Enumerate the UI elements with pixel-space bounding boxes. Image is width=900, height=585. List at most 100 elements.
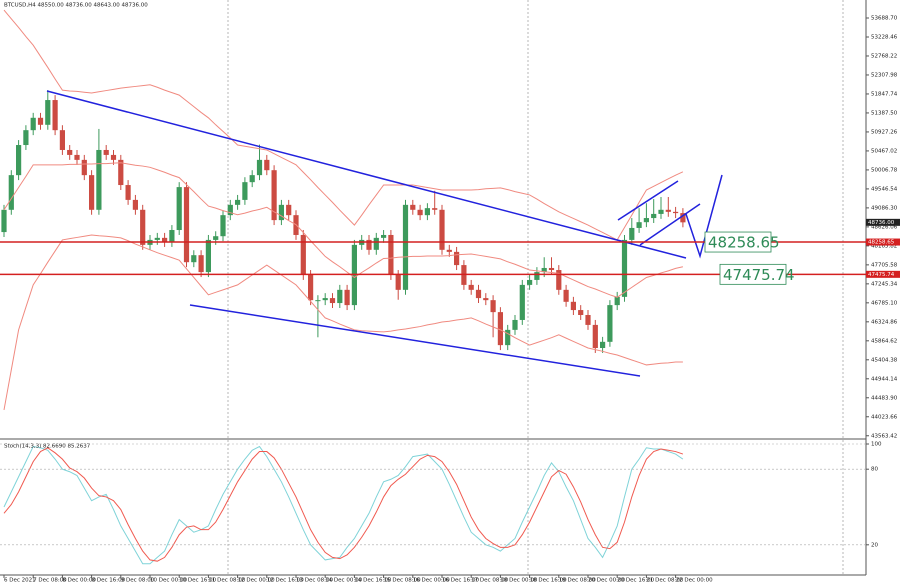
y-tick-label: 45404.38	[871, 357, 898, 363]
candle-body	[140, 209, 146, 245]
level-tag	[866, 270, 900, 278]
candle-body	[59, 130, 65, 150]
x-tick-label: 16 Dec 16:00	[442, 578, 479, 584]
candle-body	[8, 175, 14, 210]
level-box	[704, 231, 772, 253]
candle-body	[527, 279, 533, 285]
level-tag	[866, 238, 900, 246]
candle-body	[132, 199, 138, 210]
candle-body	[16, 145, 22, 176]
band-line	[3, 9, 684, 241]
candle-body	[103, 149, 109, 155]
candle-body	[417, 209, 423, 216]
x-tick-label: 9 Dec 08:00	[121, 578, 155, 584]
candle-body	[183, 187, 190, 263]
candle-body	[67, 149, 73, 155]
y-tick-label: 52307.98	[871, 72, 898, 78]
candle-body	[629, 227, 635, 240]
x-tick-label: 21 Dec 08:00	[646, 578, 683, 584]
candle-body	[162, 237, 168, 242]
trendline	[189, 304, 641, 377]
y-tick-label: 49086.30	[871, 205, 898, 211]
x-tick-label: 17 Dec 08:00	[471, 578, 508, 584]
band-line	[3, 162, 684, 298]
y-tick-label: 49546.54	[871, 186, 898, 192]
x-tick-label: 13 Dec 08:00	[296, 578, 333, 584]
candle-body	[563, 289, 569, 302]
x-tick-label: 18 Dec 00:00	[500, 578, 537, 584]
candle-body	[636, 222, 642, 228]
candle-body	[74, 154, 80, 160]
y-tick-label: 48165.82	[871, 243, 897, 249]
candle-body	[680, 213, 686, 223]
y-tick-label: 46785.10	[871, 300, 898, 306]
candle-body	[519, 284, 525, 320]
candle-body	[315, 300, 321, 302]
y-tick-label: 47705.58	[871, 262, 898, 268]
candle-body	[337, 289, 343, 304]
trendline	[639, 203, 701, 246]
candle-body	[169, 230, 175, 242]
y-tick-label: 44483.90	[871, 395, 898, 401]
stoch-line	[3, 447, 684, 562]
candle-body	[424, 208, 430, 216]
candle-body	[344, 289, 350, 306]
x-tick-label: 18 Dec 16:00	[530, 578, 567, 584]
chart-title: BTCUSD,H4 48550.00 48736.00 48643.00 487…	[4, 3, 148, 9]
candle-body	[264, 159, 270, 171]
candle-body	[548, 267, 555, 271]
candle-body	[1, 209, 7, 233]
candle-body	[118, 159, 124, 186]
x-tick-label: 20 Dec 16:00	[617, 578, 654, 584]
candle-body	[534, 272, 540, 280]
y-tick-label: 50467.02	[871, 148, 897, 154]
x-tick-label: 10 Dec 00:00	[150, 578, 187, 584]
candle-body	[154, 237, 160, 240]
candle-body	[329, 298, 336, 304]
x-tick-label: 15 Dec 08:00	[384, 578, 421, 584]
x-tick-label: 6 Dec 2021	[4, 578, 36, 584]
candle-body	[556, 270, 562, 290]
candle-body	[432, 208, 438, 210]
current-price-tag	[866, 218, 900, 226]
candle-body	[658, 209, 664, 214]
level-tag-label: 48258.65	[868, 240, 895, 246]
candle-body	[278, 204, 284, 221]
candle-body	[373, 237, 379, 250]
y-tick-label: 45864.62	[871, 338, 897, 344]
candle-body	[191, 255, 197, 263]
candle-body	[395, 274, 401, 290]
y-tick-label: 51847.74	[871, 91, 898, 97]
y-tick-label: 51387.50	[871, 110, 898, 116]
current-price-label: 48736.00	[868, 220, 895, 226]
level-label: 47475.74	[723, 266, 795, 284]
candle-body	[300, 234, 306, 275]
x-tick-label: 8 Dec 00:00	[62, 578, 96, 584]
x-tick-label: 19 Dec 08:00	[559, 578, 596, 584]
candle-body	[578, 310, 584, 316]
candle-body	[242, 182, 248, 200]
candle-body	[475, 289, 482, 299]
y-tick-label: 20	[871, 542, 878, 548]
x-tick-label: 14 Dec 16:00	[354, 578, 391, 584]
candle-body	[673, 211, 679, 214]
x-tick-label: 22 Dec 00:00	[676, 578, 713, 584]
x-tick-label: 7 Dec 08:00	[33, 578, 67, 584]
candle-body	[614, 296, 620, 306]
y-tick-label: 43563.42	[871, 433, 897, 439]
projection	[685, 174, 723, 259]
indicator-title: Stoch(14,3,3) 82.6690 85.2637	[4, 444, 91, 450]
y-tick-label: 46324.86	[871, 319, 898, 325]
candle-body	[205, 239, 211, 273]
y-tick-label: 47245.34	[871, 281, 898, 287]
candle-body	[439, 209, 445, 250]
candle-body	[381, 234, 387, 238]
candle-body	[45, 100, 51, 125]
candle-body	[213, 236, 219, 240]
candle-body	[366, 239, 372, 250]
candle-body	[322, 298, 328, 301]
candle-body	[388, 234, 394, 275]
candle-body	[227, 204, 233, 216]
candle-body	[37, 117, 44, 125]
